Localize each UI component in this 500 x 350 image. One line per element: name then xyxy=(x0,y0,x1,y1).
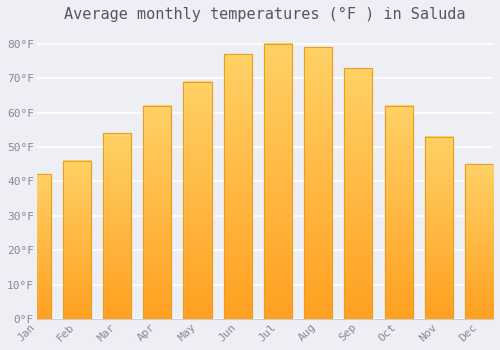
Bar xyxy=(384,106,412,319)
Bar xyxy=(384,106,412,319)
Bar xyxy=(144,106,172,319)
Bar xyxy=(103,133,131,319)
Bar xyxy=(184,82,212,319)
Bar xyxy=(264,44,292,319)
Bar xyxy=(224,54,252,319)
Bar xyxy=(22,175,51,319)
Bar xyxy=(22,175,51,319)
Bar xyxy=(264,44,292,319)
Bar xyxy=(304,47,332,319)
Bar xyxy=(63,161,91,319)
Bar xyxy=(344,68,372,319)
Bar xyxy=(465,164,493,319)
Title: Average monthly temperatures (°F ) in Saluda: Average monthly temperatures (°F ) in Sa… xyxy=(64,7,466,22)
Bar xyxy=(344,68,372,319)
Bar xyxy=(465,164,493,319)
Bar xyxy=(63,161,91,319)
Bar xyxy=(184,82,212,319)
Bar xyxy=(144,106,172,319)
Bar xyxy=(224,54,252,319)
Bar xyxy=(424,136,453,319)
Bar xyxy=(424,136,453,319)
Bar xyxy=(304,47,332,319)
Bar xyxy=(103,133,131,319)
